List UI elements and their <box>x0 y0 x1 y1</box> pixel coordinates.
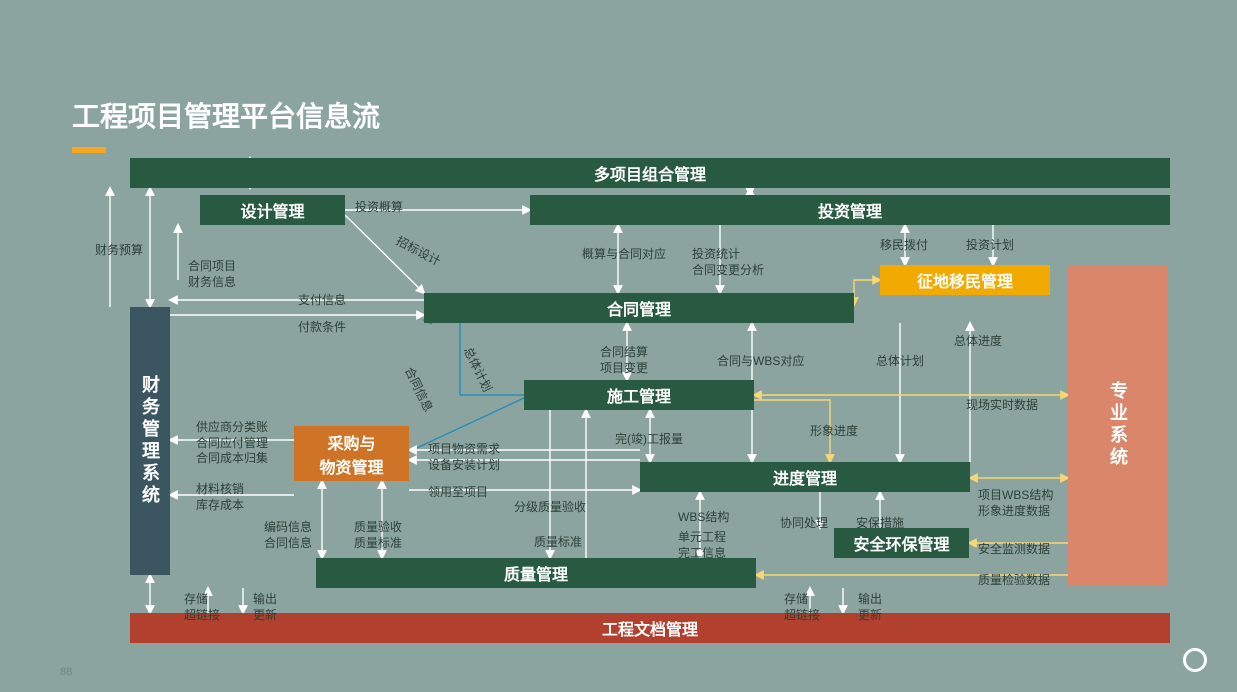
label-l19: 完(竣)工报量 <box>615 432 683 448</box>
label-l16: 总体计划 <box>459 345 494 395</box>
label-l10: 付款条件 <box>298 320 346 336</box>
node-design: 设计管理 <box>200 195 345 225</box>
node-prof_sys: 专业系统 <box>1068 265 1168 585</box>
label-l4: 招标设计 <box>393 234 443 270</box>
label-l24: 编码信息 合同信息 <box>264 520 312 551</box>
node-land: 征地移民管理 <box>880 265 1050 295</box>
label-l37: 存储 超链接 <box>784 592 820 623</box>
label-l9: 支付信息 <box>298 293 346 309</box>
label-l17: 现场实时数据 <box>966 398 1038 414</box>
label-l6: 投资统计 合同变更分析 <box>692 247 764 278</box>
label-l35: 存储 超链接 <box>184 592 220 623</box>
node-progress: 进度管理 <box>640 462 970 492</box>
label-l11: 合同结算 项目变更 <box>600 345 648 376</box>
label-l22: 领用至项目 <box>428 485 488 501</box>
node-multi_proj: 多项目组合管理 <box>130 158 1170 188</box>
label-l28: WBS结构 <box>678 510 729 526</box>
page-number: 88 <box>60 666 72 678</box>
label-l29: 单元工程 完工信息 <box>678 530 726 561</box>
label-l32: 项目WBS结构 形象进度数据 <box>978 488 1053 519</box>
label-l30: 协同处理 <box>780 516 828 532</box>
label-l3: 投资概算 <box>355 200 403 216</box>
label-l26: 分级质量验收 <box>514 500 586 516</box>
slide-title: 工程项目管理平台信息流 <box>72 95 380 135</box>
label-l15: 合同信息 <box>400 365 435 415</box>
label-l18: 形象进度 <box>810 424 858 440</box>
label-l12: 合同与WBS对应 <box>717 354 804 370</box>
label-l20: 供应商分类账 合同应付管理 合同成本归集 <box>196 420 268 467</box>
oracle-logo-icon <box>1183 648 1207 672</box>
node-invest: 投资管理 <box>530 195 1170 225</box>
node-procure: 采购与 物资管理 <box>294 426 409 481</box>
label-l33: 安全监测数据 <box>978 542 1050 558</box>
label-l13: 总体计划 <box>876 354 924 370</box>
label-l36: 输出 更新 <box>253 592 277 623</box>
node-safety: 安全环保管理 <box>834 528 969 558</box>
label-l2: 合同项目 财务信息 <box>188 259 236 290</box>
label-l38: 输出 更新 <box>858 592 882 623</box>
label-l21: 项目物资需求 设备安装计划 <box>428 442 500 473</box>
label-l7: 移民拨付 <box>880 238 928 254</box>
node-docs: 工程文档管理 <box>130 613 1170 643</box>
label-l31: 安保措施 <box>856 516 904 532</box>
label-l1: 财务预算 <box>95 243 143 259</box>
arrow-13 <box>854 280 880 305</box>
label-l34: 质量检验数据 <box>978 573 1050 589</box>
accent-bar <box>72 147 106 153</box>
node-construct: 施工管理 <box>524 380 754 410</box>
label-l14: 总体进度 <box>954 334 1002 350</box>
label-l25: 质量验收 质量标准 <box>354 520 402 551</box>
label-l23: 材料核销 库存成本 <box>196 482 244 513</box>
node-contract: 合同管理 <box>424 293 854 323</box>
node-quality: 质量管理 <box>316 558 756 588</box>
slide-root: 工程项目管理平台信息流 88 多项目组合管理设计管理 投资管理财务管理系统 合同管理… <box>0 0 1237 692</box>
node-finance: 财务管理系统 <box>130 307 170 575</box>
label-l8: 投资计划 <box>966 238 1014 254</box>
label-l27: 质量标准 <box>534 535 582 551</box>
label-l5: 概算与合同对应 <box>582 247 666 263</box>
